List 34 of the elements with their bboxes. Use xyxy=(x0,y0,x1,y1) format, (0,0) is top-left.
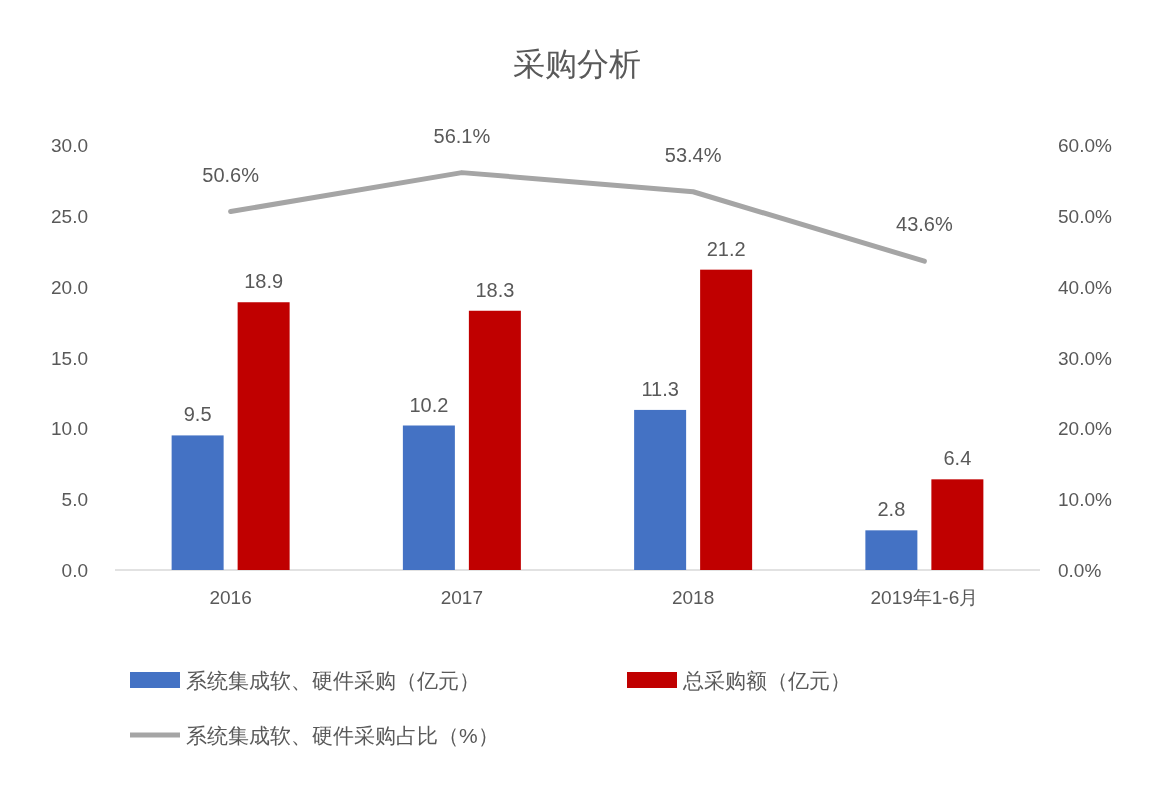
data-label: 6.4 xyxy=(943,447,972,470)
ytick: 25.0 xyxy=(51,205,88,227)
xtick: 2016 xyxy=(209,587,252,608)
y2tick: 0.0% xyxy=(1058,560,1102,581)
legend: 系统集成软、硬件采购（亿元） xyxy=(186,669,480,692)
y2tick: 10.0% xyxy=(1058,489,1112,511)
xtick: 2018 xyxy=(672,587,715,608)
ytick: 10.0 xyxy=(51,418,88,440)
ytick: 15.0 xyxy=(51,347,88,369)
data-label: 50.6% xyxy=(202,163,259,186)
xtick: 2019年1-6月 xyxy=(870,587,979,608)
data-label: 43.6% xyxy=(896,213,953,236)
legend: 总采购额（亿元） xyxy=(683,669,851,692)
y2tick: 50.0% xyxy=(1058,205,1112,227)
xtick: 2017 xyxy=(440,587,483,608)
y2tick: 30.0% xyxy=(1058,347,1112,369)
data-label: 18.3 xyxy=(475,278,515,301)
ytick: 30.0 xyxy=(51,135,88,156)
ytick: 20.0 xyxy=(51,276,88,298)
data-label: 53.4% xyxy=(664,143,722,166)
data-label: 9.5 xyxy=(183,403,212,426)
data-label: 18.9 xyxy=(244,270,284,293)
data-label: 2.8 xyxy=(877,498,906,521)
data-label: 21.2 xyxy=(706,237,746,260)
ytick: 0.0 xyxy=(61,560,88,581)
y2tick: 40.0% xyxy=(1058,276,1112,298)
data-label: 10.2 xyxy=(409,393,449,416)
title: 采购分析 xyxy=(512,46,641,82)
ytick: 5.0 xyxy=(61,489,88,511)
legend: 系统集成软、硬件采购占比（%） xyxy=(186,724,499,747)
y2tick: 60.0% xyxy=(1058,135,1112,156)
data-label: 56.1% xyxy=(433,124,491,147)
y2tick: 20.0% xyxy=(1058,418,1112,440)
data-label: 11.3 xyxy=(641,377,679,400)
